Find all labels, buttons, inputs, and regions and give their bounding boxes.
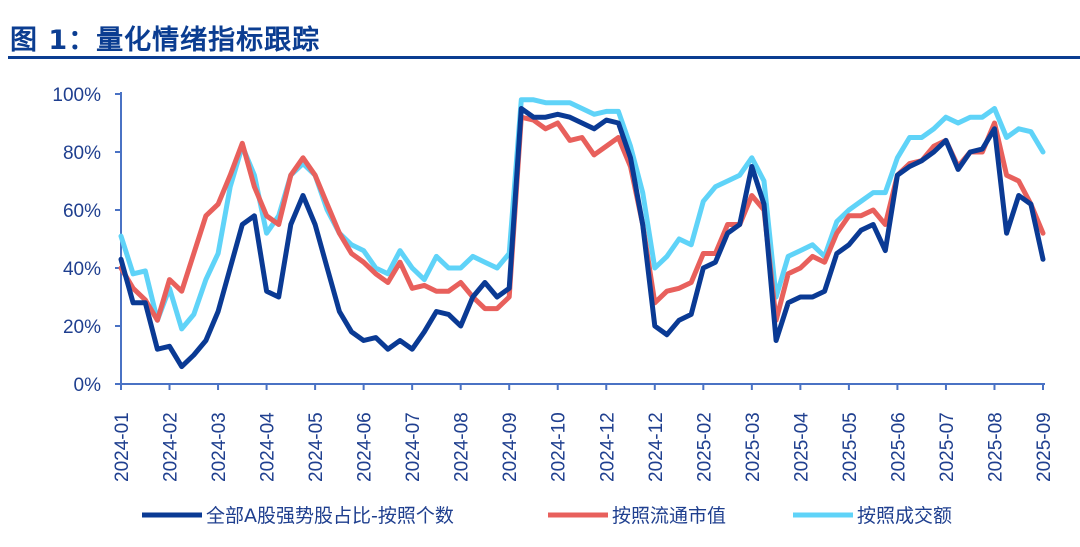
x-tick-label: 2024-06 <box>355 412 376 482</box>
x-tick-label: 2025-05 <box>840 412 861 482</box>
x-tick-label: 2024-07 <box>403 412 424 482</box>
x-tick-label: 2024-01 <box>112 412 133 482</box>
x-tick-label: 2025-04 <box>791 412 812 482</box>
x-tick-label: 2025-09 <box>1034 412 1055 482</box>
y-tick-label: 0% <box>74 375 102 396</box>
x-tick-label: 2025-06 <box>888 412 909 482</box>
y-tick-label: 100% <box>52 85 101 106</box>
legend-item-3: 按照成交额 <box>793 505 952 527</box>
x-tick-label: 2024-12 <box>646 412 667 482</box>
x-tick-label: 2024-09 <box>500 412 521 482</box>
series-line-2 <box>118 114 1046 323</box>
x-tick-label: 2025-07 <box>937 412 958 482</box>
x-tick-label: 2024-12 <box>597 412 618 482</box>
x-tick-label: 2024-02 <box>161 412 182 482</box>
x-tick-label: 2025-02 <box>694 412 715 482</box>
title-underline <box>8 56 1080 59</box>
axes: 0% 20% 40% 60% 80% 100% 2024-01 2024-02 2024-03 2… <box>52 85 1055 482</box>
series-line-1 <box>118 106 1046 370</box>
legend: 全部A股强势股占比-按照个数 按照流通市值 按照成交额 <box>142 505 952 527</box>
legend-item-1: 全部A股强势股占比-按照个数 <box>142 505 454 527</box>
y-tick-label: 20% <box>63 317 101 338</box>
x-tick-label: 2024-10 <box>549 412 570 482</box>
x-tick-label: 2024-03 <box>209 412 230 482</box>
legend-label: 按照流通市值 <box>612 505 726 527</box>
y-tick-label: 40% <box>63 259 101 280</box>
x-tick-label: 2025-03 <box>743 412 764 482</box>
legend-label: 全部A股强势股占比-按照个数 <box>206 505 454 527</box>
x-tick-label: 2024-05 <box>306 412 327 482</box>
series-line-3 <box>118 97 1046 332</box>
legend-item-2: 按照流通市值 <box>548 505 726 527</box>
x-tick-label: 2024-04 <box>258 412 279 482</box>
y-tick-label: 60% <box>63 201 101 222</box>
y-tick-label: 80% <box>63 143 101 164</box>
legend-label: 按照成交额 <box>857 505 952 527</box>
figure-title: 图 1：量化情绪指标跟踪 <box>10 25 321 56</box>
x-tick-label: 2025-08 <box>985 412 1006 482</box>
x-tick-label: 2024-08 <box>452 412 473 482</box>
series-lines <box>118 97 1046 370</box>
